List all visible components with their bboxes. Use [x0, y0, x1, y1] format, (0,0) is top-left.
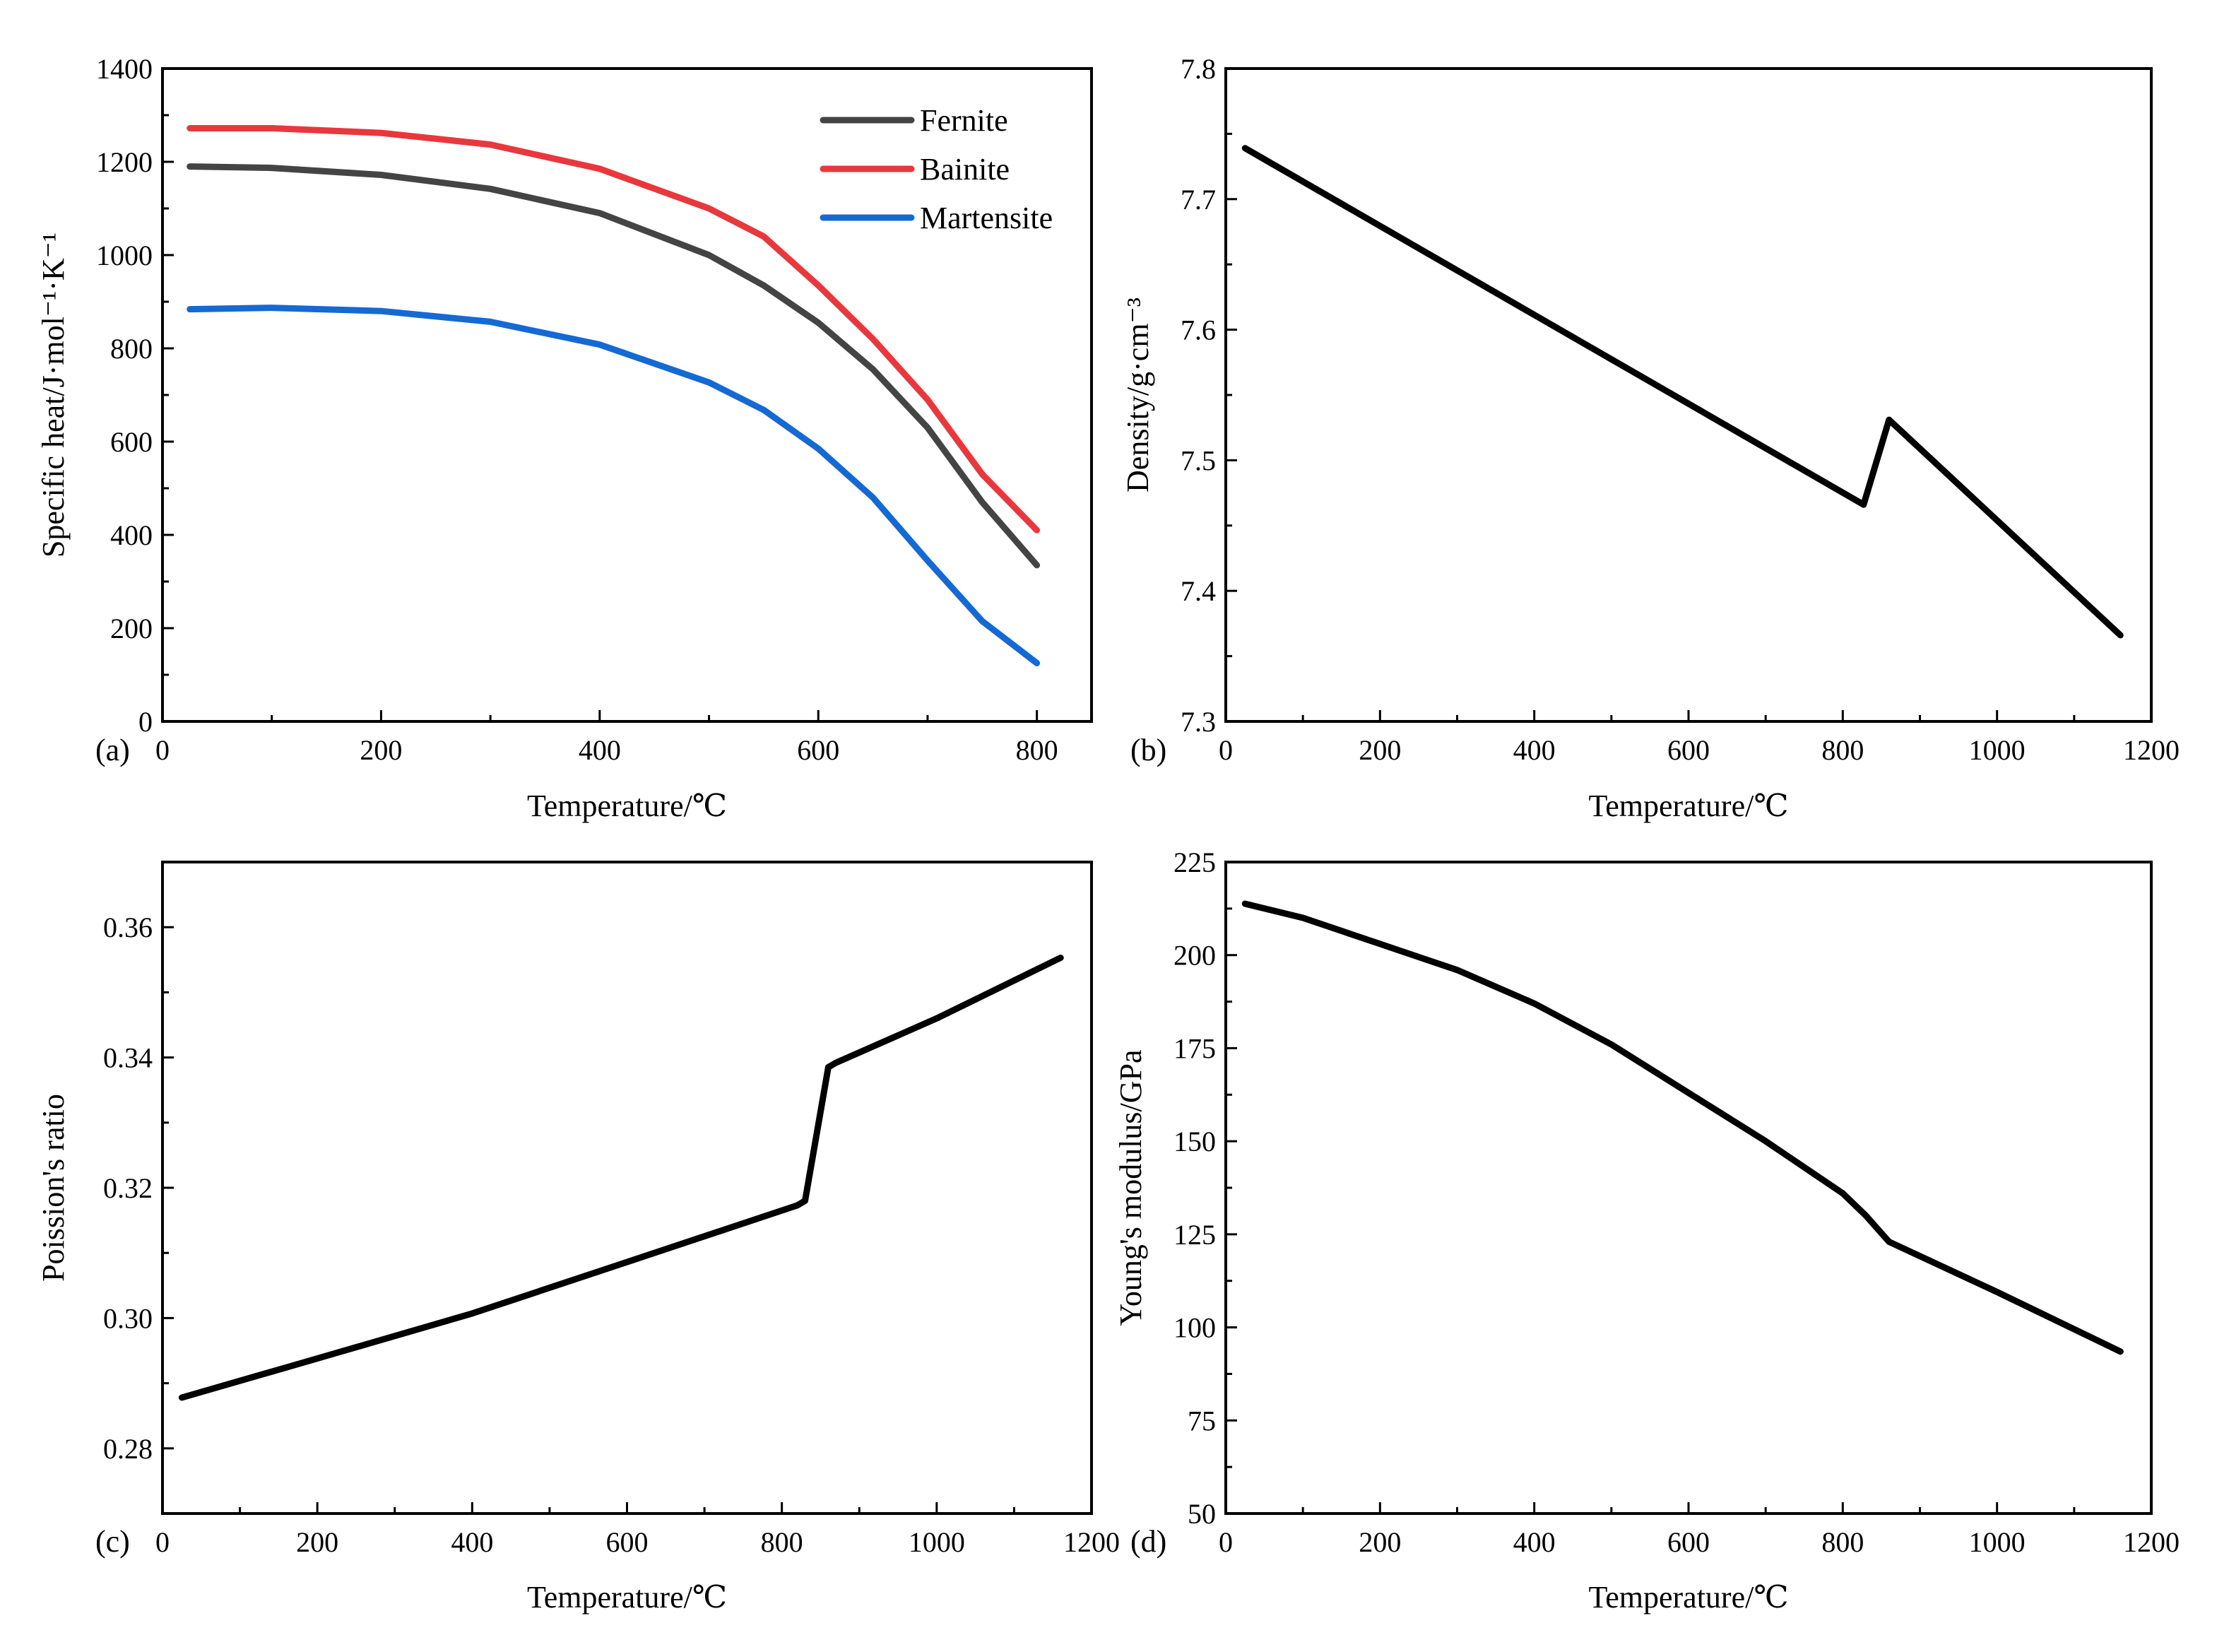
- panel-label: (b): [1130, 733, 1166, 767]
- y-tick-label: 75: [1188, 1405, 1216, 1436]
- plot-frame: [161, 861, 1093, 1515]
- y-tick-label: 225: [1173, 846, 1216, 878]
- y-tick-label: 50: [1188, 1498, 1216, 1530]
- legend: Fernite Bainite Martensite: [820, 103, 1053, 235]
- series-line-bainite: [187, 125, 1041, 533]
- y-tick-label: 0.32: [103, 1172, 153, 1204]
- panel-label: (a): [95, 733, 130, 767]
- x-tick-label: 200: [360, 734, 402, 766]
- y-tick-label: 400: [110, 519, 153, 551]
- x-tick-label: 600: [797, 734, 839, 766]
- y-tick-label: 800: [110, 333, 153, 365]
- x-tick-label: 0: [1219, 734, 1233, 766]
- y-tick-label: 7.3: [1181, 706, 1216, 738]
- y-axis-label: Density/g·cm⁻³: [1121, 297, 1155, 492]
- series-line-martensite: [187, 305, 1041, 666]
- series-line-young-s-modulus: [1241, 900, 2124, 1355]
- legend-label-bainite: Bainite: [920, 152, 1010, 187]
- x-tick-label: 200: [1359, 734, 1401, 766]
- y-tick-label: 200: [1173, 940, 1216, 972]
- x-tick-label: 800: [761, 1526, 803, 1558]
- y-tick-label: 7.7: [1181, 184, 1216, 216]
- series-line-poission-s-ratio: [178, 955, 1064, 1401]
- x-tick-label: 1200: [1063, 1526, 1120, 1558]
- y-tick-label: 0: [138, 706, 153, 738]
- series-line-fernite: [187, 163, 1041, 569]
- x-tick-label: 200: [1359, 1526, 1401, 1558]
- y-tick-label: 7.5: [1181, 444, 1216, 476]
- x-tick-label: 0: [1219, 1526, 1233, 1558]
- x-tick-label: 1000: [1969, 1526, 2026, 1558]
- x-axis-label: Temperature/℃: [1588, 1580, 1788, 1615]
- y-tick-label: 0.30: [103, 1302, 153, 1334]
- y-tick-label: 0.28: [103, 1433, 153, 1465]
- y-tick-label: 0.34: [103, 1042, 153, 1074]
- legend-label-fernite: Fernite: [920, 103, 1008, 138]
- x-tick-label: 400: [1513, 734, 1556, 766]
- x-tick-label: 1200: [2123, 1526, 2180, 1558]
- x-tick-label: 1200: [2123, 734, 2180, 766]
- y-tick-label: 175: [1173, 1032, 1216, 1064]
- chart-panel-a: 0 200 400 600 800 0 200 400 600 800 1000 1200 1400 Te…: [36, 53, 1093, 823]
- y-tick-label: 7.6: [1181, 314, 1216, 346]
- y-tick-label: 7.4: [1181, 575, 1216, 607]
- legend-label-martensite: Martensite: [920, 201, 1053, 235]
- x-tick-label: 0: [155, 734, 170, 766]
- plot-frame: [1224, 861, 2153, 1515]
- plot-frame: [1224, 67, 2153, 723]
- y-tick-label: 200: [110, 613, 153, 644]
- x-tick-label: 0: [155, 1526, 170, 1558]
- x-axis-label: Temperature/℃: [527, 789, 727, 823]
- y-tick-label: 1000: [96, 240, 153, 271]
- y-tick-label: 125: [1173, 1219, 1216, 1251]
- x-tick-label: 1000: [909, 1526, 965, 1558]
- x-tick-label: 1000: [1969, 734, 2026, 766]
- y-tick-label: 1400: [96, 53, 153, 85]
- x-tick-label: 400: [1513, 1526, 1556, 1558]
- y-axis-label: Specific heat/J·mol⁻¹·K⁻¹: [36, 232, 71, 557]
- x-tick-label: 800: [1016, 734, 1058, 766]
- x-tick-label: 600: [1667, 1526, 1710, 1558]
- y-axis-label: Poission's ratio: [36, 1094, 71, 1282]
- y-tick-label: 100: [1173, 1312, 1216, 1344]
- x-tick-label: 400: [579, 734, 621, 766]
- x-tick-label: 800: [1821, 1526, 1864, 1558]
- chart-panel-b: 0 200 400 600 800 1000 1200 7.3 7.4 7.5 7.6 7.7 7.8 T…: [1121, 53, 2180, 823]
- x-tick-label: 600: [1667, 734, 1710, 766]
- x-axis-label: Temperature/℃: [527, 1580, 727, 1615]
- x-tick-label: 200: [296, 1526, 338, 1558]
- x-tick-label: 600: [606, 1526, 649, 1558]
- panel-label: (d): [1130, 1524, 1166, 1559]
- chart-panel-d: 0 200 400 600 800 1000 1200 50 75 100 125 150 175 200…: [1113, 846, 2180, 1615]
- panel-label: (c): [95, 1524, 130, 1559]
- y-axis-label: Young's modulus/GPa: [1113, 1050, 1148, 1326]
- y-tick-label: 600: [110, 426, 153, 458]
- y-tick-label: 1200: [96, 146, 153, 178]
- y-tick-label: 0.36: [103, 911, 153, 943]
- x-axis-label: Temperature/℃: [1588, 789, 1788, 823]
- series-line-density: [1241, 145, 2124, 639]
- x-tick-label: 400: [451, 1526, 493, 1558]
- y-tick-label: 7.8: [1181, 53, 1216, 85]
- x-tick-label: 800: [1821, 734, 1864, 766]
- y-tick-label: 150: [1173, 1126, 1216, 1157]
- chart-panel-c: 0 200 400 600 800 1000 1200 0.28 0.30 0.32 0.34 0.3…: [36, 861, 1120, 1615]
